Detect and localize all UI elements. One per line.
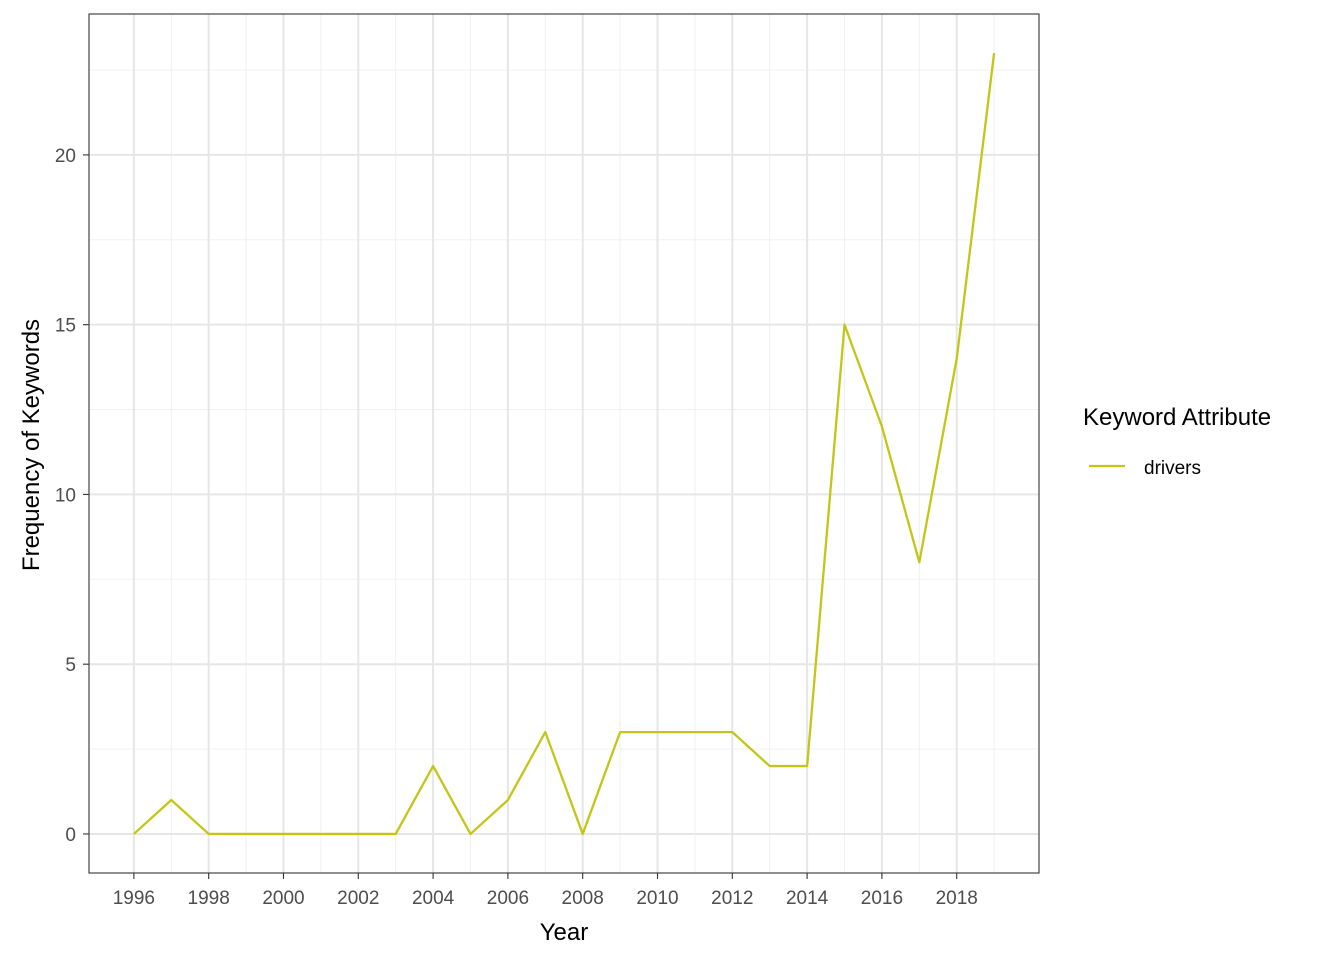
major-gridlines	[89, 14, 1039, 873]
x-tick-label: 1996	[113, 888, 155, 909]
y-tick-label: 15	[55, 316, 76, 337]
legend-title: Keyword Attribute	[1083, 404, 1271, 431]
x-axis-title: Year	[540, 919, 589, 946]
x-tick-label: 2014	[786, 888, 829, 909]
x-tick-label: 2008	[562, 888, 604, 909]
minor-gridlines	[89, 14, 1039, 873]
x-tick-label: 1998	[188, 888, 230, 909]
y-tick-label: 10	[55, 485, 76, 506]
x-tick-label: 2010	[636, 888, 678, 909]
plot-panel	[89, 14, 1039, 873]
x-tick-label: 2002	[337, 888, 379, 909]
legend-label-drivers: drivers	[1144, 458, 1201, 479]
x-tick-label: 2018	[936, 888, 978, 909]
y-tick-label: 5	[65, 655, 76, 676]
y-tick-label: 0	[65, 825, 76, 846]
x-tick-label: 2006	[487, 888, 529, 909]
series-layer	[133, 52, 996, 836]
x-tick-label: 2004	[412, 888, 455, 909]
y-tick-label: 20	[55, 146, 76, 167]
series-line-drivers	[133, 52, 996, 836]
x-axis: 1996 1998 2000 2002 2004 2006 2008 2010 2012 2014…	[113, 873, 978, 909]
x-tick-label: 2016	[861, 888, 903, 909]
plot-border	[88, 13, 1040, 874]
y-axis: 0 5 10 15 20	[55, 146, 89, 846]
legend: Keyword Attribute drivers	[1083, 404, 1271, 479]
y-axis-title: Frequency of Keywords	[18, 319, 45, 571]
x-tick-label: 2012	[711, 888, 753, 909]
x-tick-label: 2000	[262, 888, 304, 909]
